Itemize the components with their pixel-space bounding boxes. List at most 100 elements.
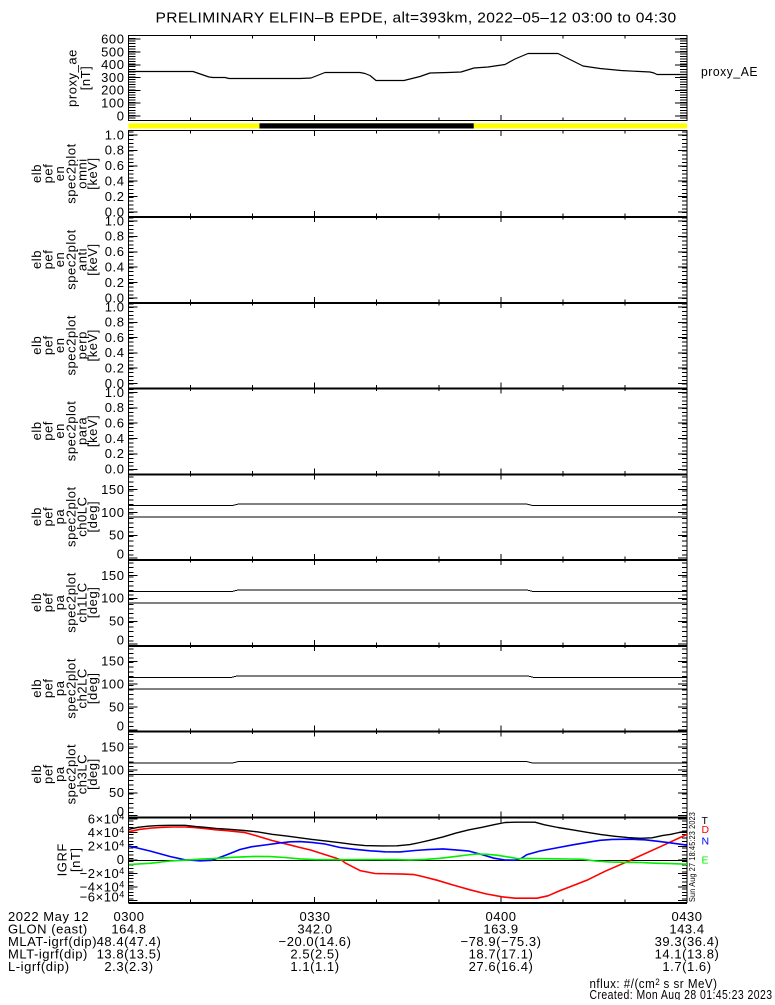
svg-text:0.2: 0.2	[105, 361, 125, 376]
svg-text:300: 300	[101, 70, 124, 85]
svg-text:pa: pa	[52, 594, 67, 610]
svg-text:13.8(13.5): 13.8(13.5)	[97, 946, 162, 961]
svg-text:100: 100	[101, 505, 124, 520]
svg-text:−78.9(−75.3): −78.9(−75.3)	[460, 934, 541, 949]
svg-text:1.0: 1.0	[105, 127, 125, 142]
svg-text:0: 0	[117, 718, 125, 733]
svg-text:N: N	[702, 836, 710, 848]
svg-text:150: 150	[101, 739, 124, 754]
svg-text:elb: elb	[29, 765, 44, 784]
svg-text:27.6(16.4): 27.6(16.4)	[469, 959, 534, 974]
svg-text:50: 50	[109, 528, 125, 543]
svg-text:0.2: 0.2	[105, 189, 125, 204]
svg-text:perp: perp	[75, 331, 90, 359]
svg-text:0.0: 0.0	[105, 204, 125, 219]
svg-text:1.0: 1.0	[105, 299, 125, 314]
svg-text:39.3(36.4): 39.3(36.4)	[655, 934, 720, 949]
svg-text:spec2plot: spec2plot	[64, 401, 79, 462]
svg-text:143.4: 143.4	[669, 921, 704, 936]
svg-text:50: 50	[109, 785, 125, 800]
svg-text:100: 100	[101, 591, 124, 606]
svg-text:163.9: 163.9	[483, 921, 518, 936]
svg-text:4×104: 4×104	[88, 825, 125, 840]
svg-text:ch0LC: ch0LC	[75, 496, 90, 536]
svg-text:en: en	[52, 252, 67, 268]
svg-text:0.8: 0.8	[105, 315, 125, 330]
svg-text:1.7(1.6): 1.7(1.6)	[662, 959, 711, 974]
svg-text:−6×104: −6×104	[80, 890, 125, 905]
svg-text:150: 150	[101, 654, 124, 669]
svg-text:0430: 0430	[671, 909, 702, 924]
svg-text:GLON (east): GLON (east)	[8, 921, 88, 936]
svg-text:0.4: 0.4	[105, 431, 125, 446]
svg-text:spec2plot: spec2plot	[64, 315, 79, 376]
svg-text:D: D	[702, 824, 710, 836]
svg-text:spec2plot: spec2plot	[64, 744, 79, 805]
svg-text:−20.0(14.6): −20.0(14.6)	[279, 934, 352, 949]
svg-text:elb: elb	[29, 593, 44, 612]
svg-text:0.6: 0.6	[105, 416, 125, 431]
svg-text:Created: Mon Aug 28 01:45:23 2: Created: Mon Aug 28 01:45:23 2023	[590, 987, 773, 1000]
svg-text:[keV]: [keV]	[85, 157, 100, 189]
svg-text:0.8: 0.8	[105, 143, 125, 158]
svg-text:14.1(13.8): 14.1(13.8)	[655, 946, 720, 961]
svg-text:500: 500	[101, 44, 124, 59]
svg-text:600: 600	[101, 32, 124, 47]
svg-text:ch2LC: ch2LC	[75, 668, 90, 708]
svg-text:342.0: 342.0	[297, 921, 332, 936]
svg-text:100: 100	[101, 762, 124, 777]
svg-text:spec2plot: spec2plot	[64, 658, 79, 719]
svg-text:spec2plot: spec2plot	[64, 229, 79, 290]
svg-text:2022 May 12: 2022 May 12	[8, 909, 89, 924]
svg-text:nflux: #/(cm2 s sr MeV): nflux: #/(cm2 s sr MeV)	[590, 976, 718, 991]
svg-text:0.0: 0.0	[105, 462, 125, 477]
svg-text:0.2: 0.2	[105, 446, 125, 461]
svg-text:[deg]: [deg]	[85, 672, 100, 704]
svg-text:MLAT-igrf(dip): MLAT-igrf(dip)	[8, 934, 97, 949]
svg-text:[deg]: [deg]	[85, 758, 100, 790]
svg-text:100: 100	[101, 677, 124, 692]
svg-text:omni: omni	[75, 158, 90, 188]
svg-text:1.0: 1.0	[105, 213, 125, 228]
svg-text:150: 150	[101, 568, 124, 583]
svg-text:0: 0	[117, 547, 125, 562]
svg-text:0.6: 0.6	[105, 244, 125, 259]
svg-text:1.1(1.1): 1.1(1.1)	[290, 959, 339, 974]
svg-text:pef: pef	[41, 250, 56, 270]
svg-text:6×104: 6×104	[88, 811, 125, 826]
svg-text:0: 0	[117, 108, 125, 123]
svg-text:spec2plot: spec2plot	[64, 143, 79, 204]
svg-text:en: en	[52, 423, 67, 439]
svg-text:0: 0	[117, 804, 125, 819]
svg-text:proxy_AE: proxy_AE	[701, 64, 758, 79]
svg-text:en: en	[52, 166, 67, 182]
svg-text:L-igrf(dip): L-igrf(dip)	[8, 959, 70, 974]
svg-text:elb: elb	[29, 507, 44, 526]
svg-text:[deg]: [deg]	[85, 587, 100, 619]
svg-text:elb: elb	[29, 250, 44, 269]
svg-text:pa: pa	[52, 509, 67, 525]
svg-text:150: 150	[101, 482, 124, 497]
svg-text:pef: pef	[41, 507, 56, 527]
svg-text:0.6: 0.6	[105, 330, 125, 345]
svg-text:0.6: 0.6	[105, 158, 125, 173]
svg-text:18.7(17.1): 18.7(17.1)	[469, 946, 534, 961]
svg-text:2.5(2.5): 2.5(2.5)	[290, 946, 339, 961]
svg-text:pa: pa	[52, 680, 67, 696]
svg-text:PRELIMINARY ELFIN–B EPDE, alt=: PRELIMINARY ELFIN–B EPDE, alt=393km, 202…	[156, 10, 677, 27]
svg-text:elb: elb	[29, 421, 44, 440]
svg-text:E: E	[702, 855, 709, 867]
svg-text:[nT]: [nT]	[68, 847, 83, 872]
svg-text:0400: 0400	[485, 909, 516, 924]
svg-text:IGRF: IGRF	[55, 843, 70, 876]
svg-text:0: 0	[117, 633, 125, 648]
svg-text:pef: pef	[41, 764, 56, 784]
svg-text:100: 100	[101, 96, 124, 111]
svg-text:0.4: 0.4	[105, 174, 125, 189]
svg-text:elb: elb	[29, 679, 44, 698]
svg-text:para: para	[75, 417, 90, 445]
svg-text:0: 0	[117, 852, 125, 867]
svg-text:spec2plot: spec2plot	[64, 486, 79, 547]
svg-text:0.8: 0.8	[105, 400, 125, 415]
svg-text:0.4: 0.4	[105, 345, 125, 360]
